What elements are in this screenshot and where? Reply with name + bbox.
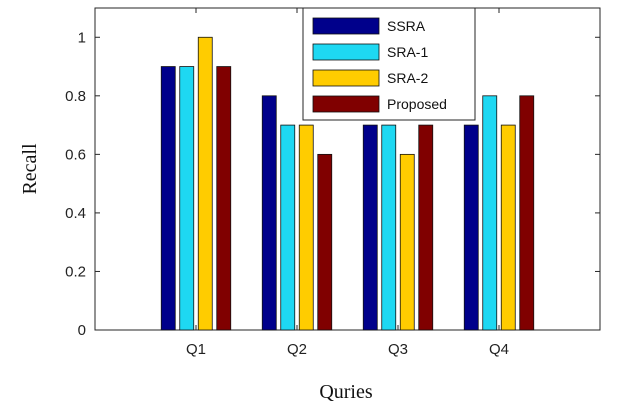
bar-sra-1-q4 xyxy=(482,95,498,331)
bar-sra-2-q2 xyxy=(298,124,314,331)
bar-sra-1-q2 xyxy=(280,124,296,331)
x-tick-label: Q3 xyxy=(388,341,408,358)
y-axis-ticks: 0 0.2 0.4 0.6 0.8 1 xyxy=(65,29,600,339)
x-axis-ticks: Q1 Q2 Q3 Q4 xyxy=(186,8,509,358)
legend-swatch-proposed xyxy=(312,95,380,113)
legend: SSRA SRA-1 SRA-2 Proposed xyxy=(302,7,476,121)
bar-ssra-q2 xyxy=(261,95,277,331)
y-tick-label: 0.6 xyxy=(65,146,86,163)
legend-swatch-sra-1 xyxy=(312,43,380,61)
bar-ssra-q1 xyxy=(160,66,176,331)
bar-ssra-q4 xyxy=(463,124,479,331)
bar-sra-1-q3 xyxy=(381,124,397,331)
y-tick-label: 1 xyxy=(78,29,86,46)
legend-label-sra-1: SRA-1 xyxy=(387,44,428,60)
bar-sra-2-q3 xyxy=(399,153,415,331)
x-tick-label: Q4 xyxy=(489,341,509,358)
y-tick-label: 0.8 xyxy=(65,88,86,105)
bars-group xyxy=(160,36,535,331)
bar-proposed-q3 xyxy=(418,124,434,331)
legend-label-ssra: SSRA xyxy=(387,18,426,34)
bar-sra-2-q4 xyxy=(500,124,516,331)
legend-swatch-ssra xyxy=(312,17,380,35)
bar-ssra-q3 xyxy=(362,124,378,331)
bar-sra-2-q1 xyxy=(197,36,213,331)
x-tick-label: Q1 xyxy=(186,341,206,358)
bar-sra-1-q1 xyxy=(179,66,195,331)
x-axis-title: Quries xyxy=(319,381,373,403)
bar-proposed-q1 xyxy=(216,66,232,331)
x-tick-label: Q2 xyxy=(287,341,307,358)
y-tick-label: 0 xyxy=(78,322,86,339)
bar-proposed-q4 xyxy=(519,95,535,331)
legend-label-sra-2: SRA-2 xyxy=(387,70,428,86)
y-tick-label: 0.2 xyxy=(65,263,86,280)
legend-label-proposed: Proposed xyxy=(387,96,447,112)
bar-proposed-q2 xyxy=(317,153,333,331)
y-axis-title: Recall xyxy=(19,143,41,195)
legend-swatch-sra-2 xyxy=(312,69,380,87)
y-tick-label: 0.4 xyxy=(65,205,86,222)
